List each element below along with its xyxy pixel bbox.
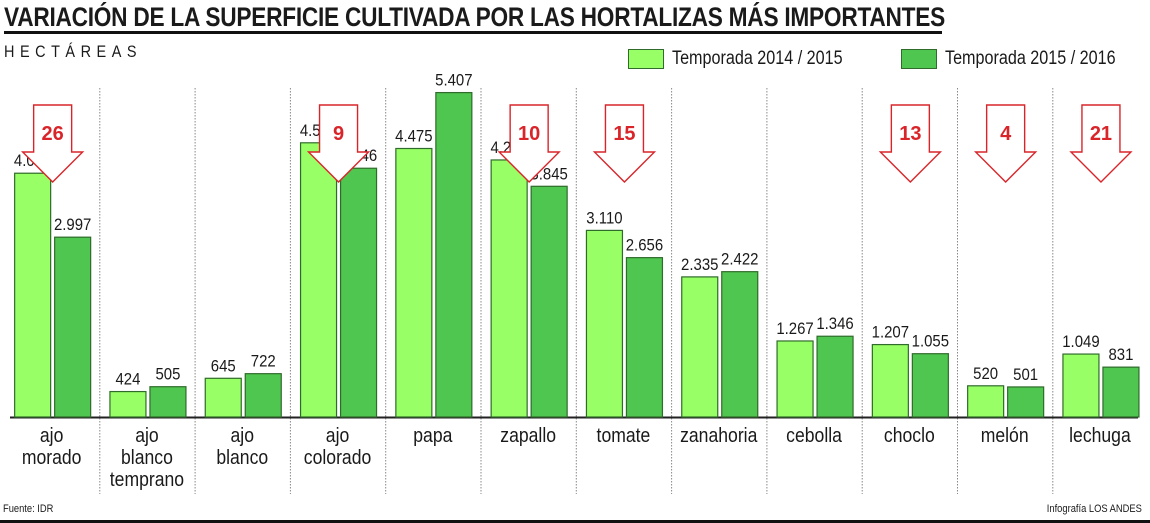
decrease-arrow-icon	[973, 104, 1038, 183]
category-label: lechuga	[1069, 424, 1131, 446]
bar-2014-2015	[109, 390, 147, 418]
bar-2014-2015	[585, 229, 624, 418]
data-label: 645	[211, 357, 236, 375]
bar-2015-2016	[816, 335, 854, 418]
bar-2015-2016	[244, 373, 282, 418]
bar-2014-2015	[490, 159, 528, 418]
decrease-arrow-icon	[1069, 104, 1133, 183]
data-label: 1.055	[912, 333, 950, 351]
category-label: choclo	[884, 424, 935, 446]
decrease-percent-label: 26	[42, 123, 64, 145]
source-note: Fuente: IDR	[3, 503, 54, 515]
category-label: cebolla	[786, 424, 842, 446]
bar-2015-2016	[911, 353, 949, 418]
bar-2015-2016	[625, 257, 664, 418]
category-label: tomate	[597, 424, 651, 446]
bar-2014-2015	[681, 276, 719, 418]
bottom-rule	[0, 520, 1150, 523]
bar-2015-2016	[54, 236, 92, 418]
decrease-percent-label: 21	[1090, 123, 1112, 145]
decrease-arrow-icon	[306, 104, 371, 183]
data-label: 520	[973, 365, 998, 383]
data-label: 1.207	[872, 324, 910, 342]
category-label: ajo	[135, 424, 158, 446]
chart-title: VARIACIÓN DE LA SUPERFICIE CULTIVADA POR…	[4, 2, 945, 32]
bar-2015-2016	[1007, 386, 1045, 418]
data-label: 505	[155, 366, 180, 384]
decrease-percent-label: 4	[1000, 123, 1012, 145]
y-axis-unit-label: HECTÁREAS	[4, 42, 143, 61]
category-label: ajo	[231, 424, 254, 446]
category-label: ajo	[326, 424, 349, 446]
category-label: melón	[981, 424, 1029, 446]
bar-2015-2016	[721, 271, 759, 418]
category-label: zanahoria	[680, 424, 758, 446]
legend-item-2015-2016: Temporada 2015 / 2016	[901, 48, 1146, 70]
decrease-percent-label: 9	[333, 123, 344, 145]
data-label: 424	[115, 371, 140, 389]
data-label: 1.267	[776, 320, 814, 338]
category-label: blanco	[121, 446, 173, 468]
legend-swatch-2014-2015	[628, 49, 664, 69]
bar-2014-2015	[14, 172, 52, 418]
data-label: 1.049	[1062, 333, 1100, 351]
category-label: colorado	[304, 446, 371, 468]
bar-2015-2016	[435, 91, 473, 418]
decrease-percent-label: 15	[613, 123, 635, 145]
title-underline	[4, 31, 942, 34]
data-label: 2.997	[54, 216, 92, 234]
bar-2014-2015	[299, 142, 338, 418]
category-label: ajo	[40, 424, 63, 446]
category-label: papa	[413, 424, 453, 446]
bar-2014-2015	[871, 343, 909, 418]
category-label: temprano	[110, 468, 184, 490]
bar-2015-2016	[1102, 366, 1140, 418]
legend-label-2014-2015: Temporada 2014 / 2015	[672, 48, 843, 69]
credit-note: Infografía LOS ANDES	[1046, 503, 1142, 515]
decrease-arrow-icon	[592, 104, 657, 183]
legend-item-2014-2015: Temporada 2014 / 2015	[628, 48, 873, 70]
category-label: morado	[22, 446, 82, 468]
category-label: blanco	[216, 446, 268, 468]
decrease-arrow-icon	[497, 104, 561, 183]
data-label: 831	[1108, 346, 1133, 364]
data-label: 3.110	[586, 210, 622, 228]
bar-2015-2016	[149, 386, 187, 418]
data-label: 5.407	[435, 72, 473, 90]
category-label: zapallo	[500, 424, 556, 446]
bar-2015-2016	[530, 185, 568, 418]
data-label: 2.422	[721, 251, 759, 269]
bar-2015-2016	[339, 167, 378, 418]
decrease-percent-label: 10	[518, 123, 540, 145]
data-label: 1.346	[816, 315, 854, 333]
decrease-arrow-icon	[878, 104, 943, 183]
bar-2014-2015	[204, 377, 242, 418]
data-label: 4.475	[395, 128, 433, 146]
data-label: 501	[1013, 366, 1038, 384]
decrease-percent-label: 13	[899, 123, 921, 145]
bar-2014-2015	[1062, 353, 1100, 418]
bar-2014-2015	[776, 340, 814, 418]
bar-2014-2015	[395, 147, 433, 418]
legend-swatch-2015-2016	[901, 49, 937, 69]
data-label: 2.656	[626, 237, 664, 255]
decrease-arrow-icon	[20, 104, 85, 183]
data-label: 722	[251, 353, 276, 371]
data-label: 2.335	[681, 256, 719, 274]
legend-label-2015-2016: Temporada 2015 / 2016	[945, 48, 1116, 69]
bar-2014-2015	[967, 385, 1005, 418]
